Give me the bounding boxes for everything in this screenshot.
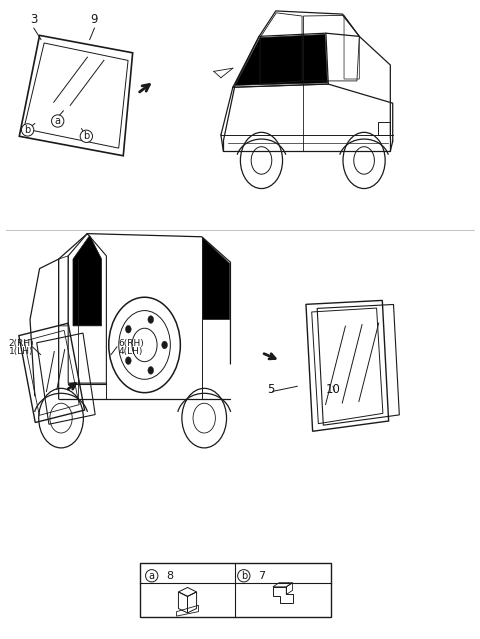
Circle shape — [125, 357, 131, 364]
Text: 1(LH): 1(LH) — [9, 347, 33, 356]
Text: 5: 5 — [267, 383, 275, 396]
Text: 3: 3 — [30, 13, 37, 26]
Circle shape — [125, 325, 131, 333]
Polygon shape — [203, 238, 229, 320]
Circle shape — [148, 316, 154, 323]
Text: 8: 8 — [166, 571, 173, 581]
Text: 4(LH): 4(LH) — [118, 347, 143, 356]
Text: a: a — [149, 571, 155, 581]
Text: 7: 7 — [258, 571, 265, 581]
Text: b: b — [24, 125, 31, 135]
Polygon shape — [235, 35, 327, 86]
Circle shape — [148, 367, 154, 374]
Bar — [140, 563, 331, 617]
Text: b: b — [83, 131, 89, 141]
Text: 9: 9 — [91, 13, 98, 26]
Circle shape — [162, 341, 168, 349]
Text: 10: 10 — [325, 383, 340, 396]
Text: b: b — [240, 571, 247, 581]
Text: 6(RH): 6(RH) — [118, 339, 144, 348]
Text: a: a — [55, 116, 60, 126]
Text: 2(RH): 2(RH) — [9, 339, 34, 348]
Polygon shape — [73, 236, 102, 326]
